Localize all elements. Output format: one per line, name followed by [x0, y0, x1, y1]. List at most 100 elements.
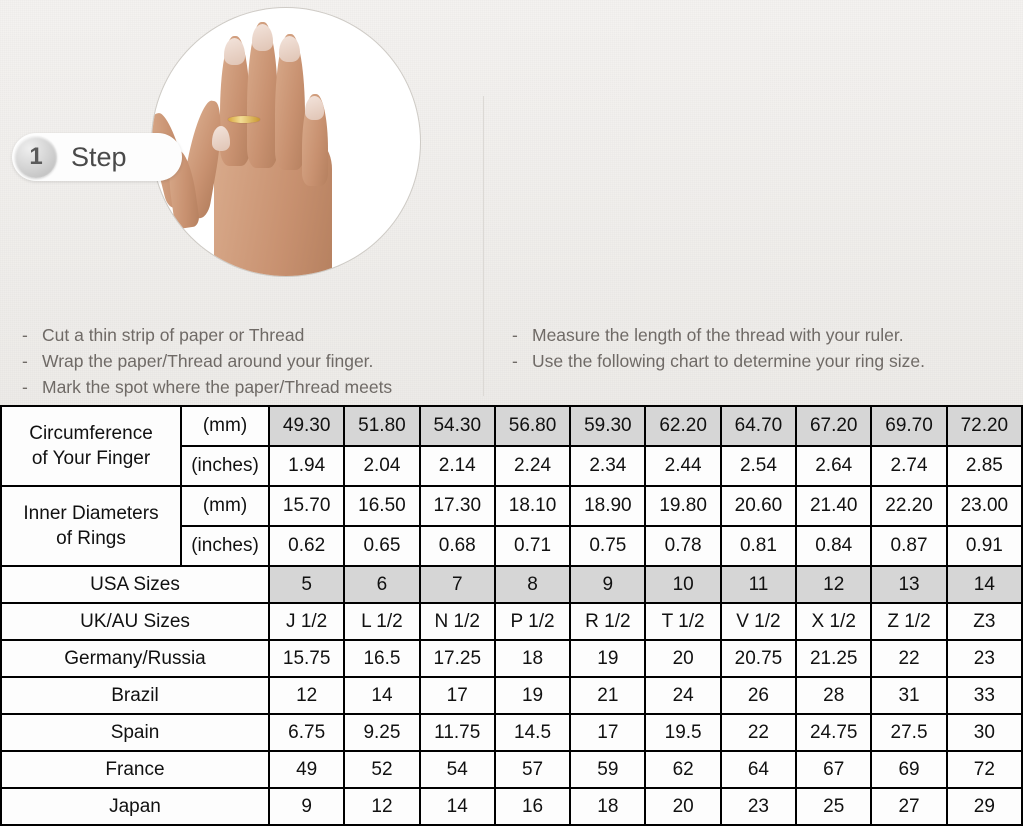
row-header-circumference: Circumference of Your Finger: [0, 404, 182, 488]
data-cell: 2.85: [945, 445, 1023, 488]
ring-size-table: Circumference of Your Finger (mm) 49.30 …: [0, 404, 1023, 826]
instruction-line: - Use the following chart to determine yo…: [512, 348, 925, 374]
data-cell: T 1/2: [644, 602, 722, 642]
row-header-japan: Japan: [0, 787, 270, 826]
data-cell: 33: [945, 676, 1023, 716]
data-cell: 0.87: [870, 525, 948, 568]
data-cell: 6.75: [267, 713, 346, 753]
step-1-number: 1: [15, 136, 57, 178]
unit-cell: (inches): [180, 525, 270, 568]
table-row: (inches) 1.94 2.04 2.14 2.24 2.34 2.44 2…: [1, 445, 1023, 488]
step-2-panel: 1 2 3 MADE IN CHINA 2 Step -Measure the …: [484, 0, 1023, 405]
data-cell: 67.20: [795, 404, 873, 448]
table-row: USA Sizes 5 6 7 8 9 10 11 12 13 14: [0, 565, 1023, 605]
instruction-text: Mark the spot where the paper/Thread mee…: [42, 377, 393, 397]
instruction-line: - Wrap the paper/Thread around your finge…: [22, 348, 392, 374]
data-cell: 14: [343, 676, 421, 716]
table-row: (inches) 0.62 0.65 0.68 0.71 0.75 0.78 0…: [1, 525, 1023, 568]
data-cell: 0.75: [569, 525, 647, 568]
bullet-dash: -: [22, 377, 28, 397]
step-1-photo-hand-with-ring: [152, 8, 420, 276]
data-cell: 1.94: [267, 445, 346, 488]
data-cell: 12: [267, 676, 346, 716]
data-cell: 31: [870, 676, 948, 716]
data-cell: 0.91: [945, 525, 1023, 568]
data-cell: 49.30: [267, 404, 346, 448]
data-cell: 2.04: [343, 445, 421, 488]
data-cell: 2.64: [795, 445, 873, 488]
data-cell: 20.75: [719, 639, 798, 679]
data-cell: J 1/2: [267, 602, 346, 642]
step-1-instructions: - Cut a thin strip of paper or Thread - Wr…: [22, 322, 392, 400]
data-cell: 24: [644, 676, 722, 716]
data-cell: 62.20: [644, 404, 722, 448]
data-cell: R 1/2: [569, 602, 647, 642]
data-cell: 19.5: [644, 713, 722, 753]
data-cell: 54.30: [418, 404, 496, 448]
unit-cell: (inches): [180, 445, 270, 488]
data-cell: 25: [795, 787, 873, 826]
data-cell: N 1/2: [418, 602, 496, 642]
data-cell: 59: [569, 750, 647, 789]
data-cell: 23: [945, 639, 1023, 679]
data-cell: 0.78: [644, 525, 722, 568]
data-cell: 20: [644, 787, 722, 826]
data-cell: 21.25: [795, 639, 873, 679]
data-cell: P 1/2: [493, 602, 572, 642]
table-row: Spain 6.75 9.25 11.75 14.5 17 19.5 22 24…: [0, 713, 1023, 753]
data-cell: 17.25: [418, 639, 496, 679]
instructions-area: 1 Step - Cut a thin strip of paper or Thr…: [0, 0, 1023, 405]
data-cell: 18: [493, 639, 572, 679]
data-cell: 2.44: [644, 445, 722, 488]
data-cell: 59.30: [569, 404, 647, 448]
instruction-text: Use the following chart to determine you…: [532, 351, 925, 371]
data-cell: 2.34: [569, 445, 647, 488]
data-cell: 28: [795, 676, 873, 716]
data-cell: 49: [267, 750, 346, 789]
data-cell: 9: [569, 565, 647, 605]
data-cell: 10: [644, 565, 722, 605]
data-cell: 14.5: [493, 713, 572, 753]
bullet-dash: -: [22, 325, 28, 345]
data-cell: 62: [644, 750, 722, 789]
data-cell: 20.60: [719, 485, 798, 528]
instruction-text: Wrap the paper/Thread around your finger…: [42, 351, 374, 371]
data-cell: 30: [945, 713, 1023, 753]
table-row: UK/AU Sizes J 1/2 L 1/2 N 1/2 P 1/2 R 1/…: [0, 602, 1023, 642]
data-cell: 72.20: [945, 404, 1023, 448]
row-header-spain: Spain: [0, 713, 270, 753]
data-cell: 9.25: [343, 713, 421, 753]
data-cell: L 1/2: [343, 602, 421, 642]
step-2-instructions: - Measure the length of the thread with y…: [512, 322, 925, 374]
row-header-usa-sizes: USA Sizes: [0, 565, 270, 605]
row-header-line1: Circumference: [29, 423, 153, 445]
data-cell: 18.10: [493, 485, 572, 528]
data-cell: 8: [493, 565, 572, 605]
data-cell: 6: [343, 565, 421, 605]
bullet-dash: -: [512, 325, 518, 345]
data-cell: 69: [870, 750, 948, 789]
data-cell: V 1/2: [719, 602, 798, 642]
data-cell: 18.90: [569, 485, 647, 528]
table-row: Japan 9 12 14 16 18 20 23 25 27 29: [0, 787, 1023, 826]
panel-divider: [483, 96, 484, 396]
data-cell: 57: [493, 750, 572, 789]
data-cell: 15.75: [267, 639, 346, 679]
data-cell: 51.80: [343, 404, 421, 448]
table-row: Inner Diameters of Rings (mm) 15.70 16.5…: [0, 485, 1023, 568]
data-cell: 17: [418, 676, 496, 716]
data-cell: 64.70: [719, 404, 798, 448]
data-cell: 2.74: [870, 445, 948, 488]
step-1-label: Step: [71, 141, 127, 172]
instruction-line: - Mark the spot where the paper/Thread me…: [22, 374, 392, 400]
data-cell: 0.84: [795, 525, 873, 568]
table-body: Circumference of Your Finger (mm) 49.30 …: [0, 404, 1023, 826]
data-cell: 16: [493, 787, 572, 826]
data-cell: 27: [870, 787, 948, 826]
data-cell: 14: [945, 565, 1023, 605]
table-row: Brazil 12 14 17 19 21 24 26 28 31 33: [0, 676, 1023, 716]
data-cell: 12: [343, 787, 421, 826]
data-cell: 64: [719, 750, 798, 789]
instruction-line: - Cut a thin strip of paper or Thread: [22, 322, 392, 348]
data-cell: 20: [644, 639, 722, 679]
